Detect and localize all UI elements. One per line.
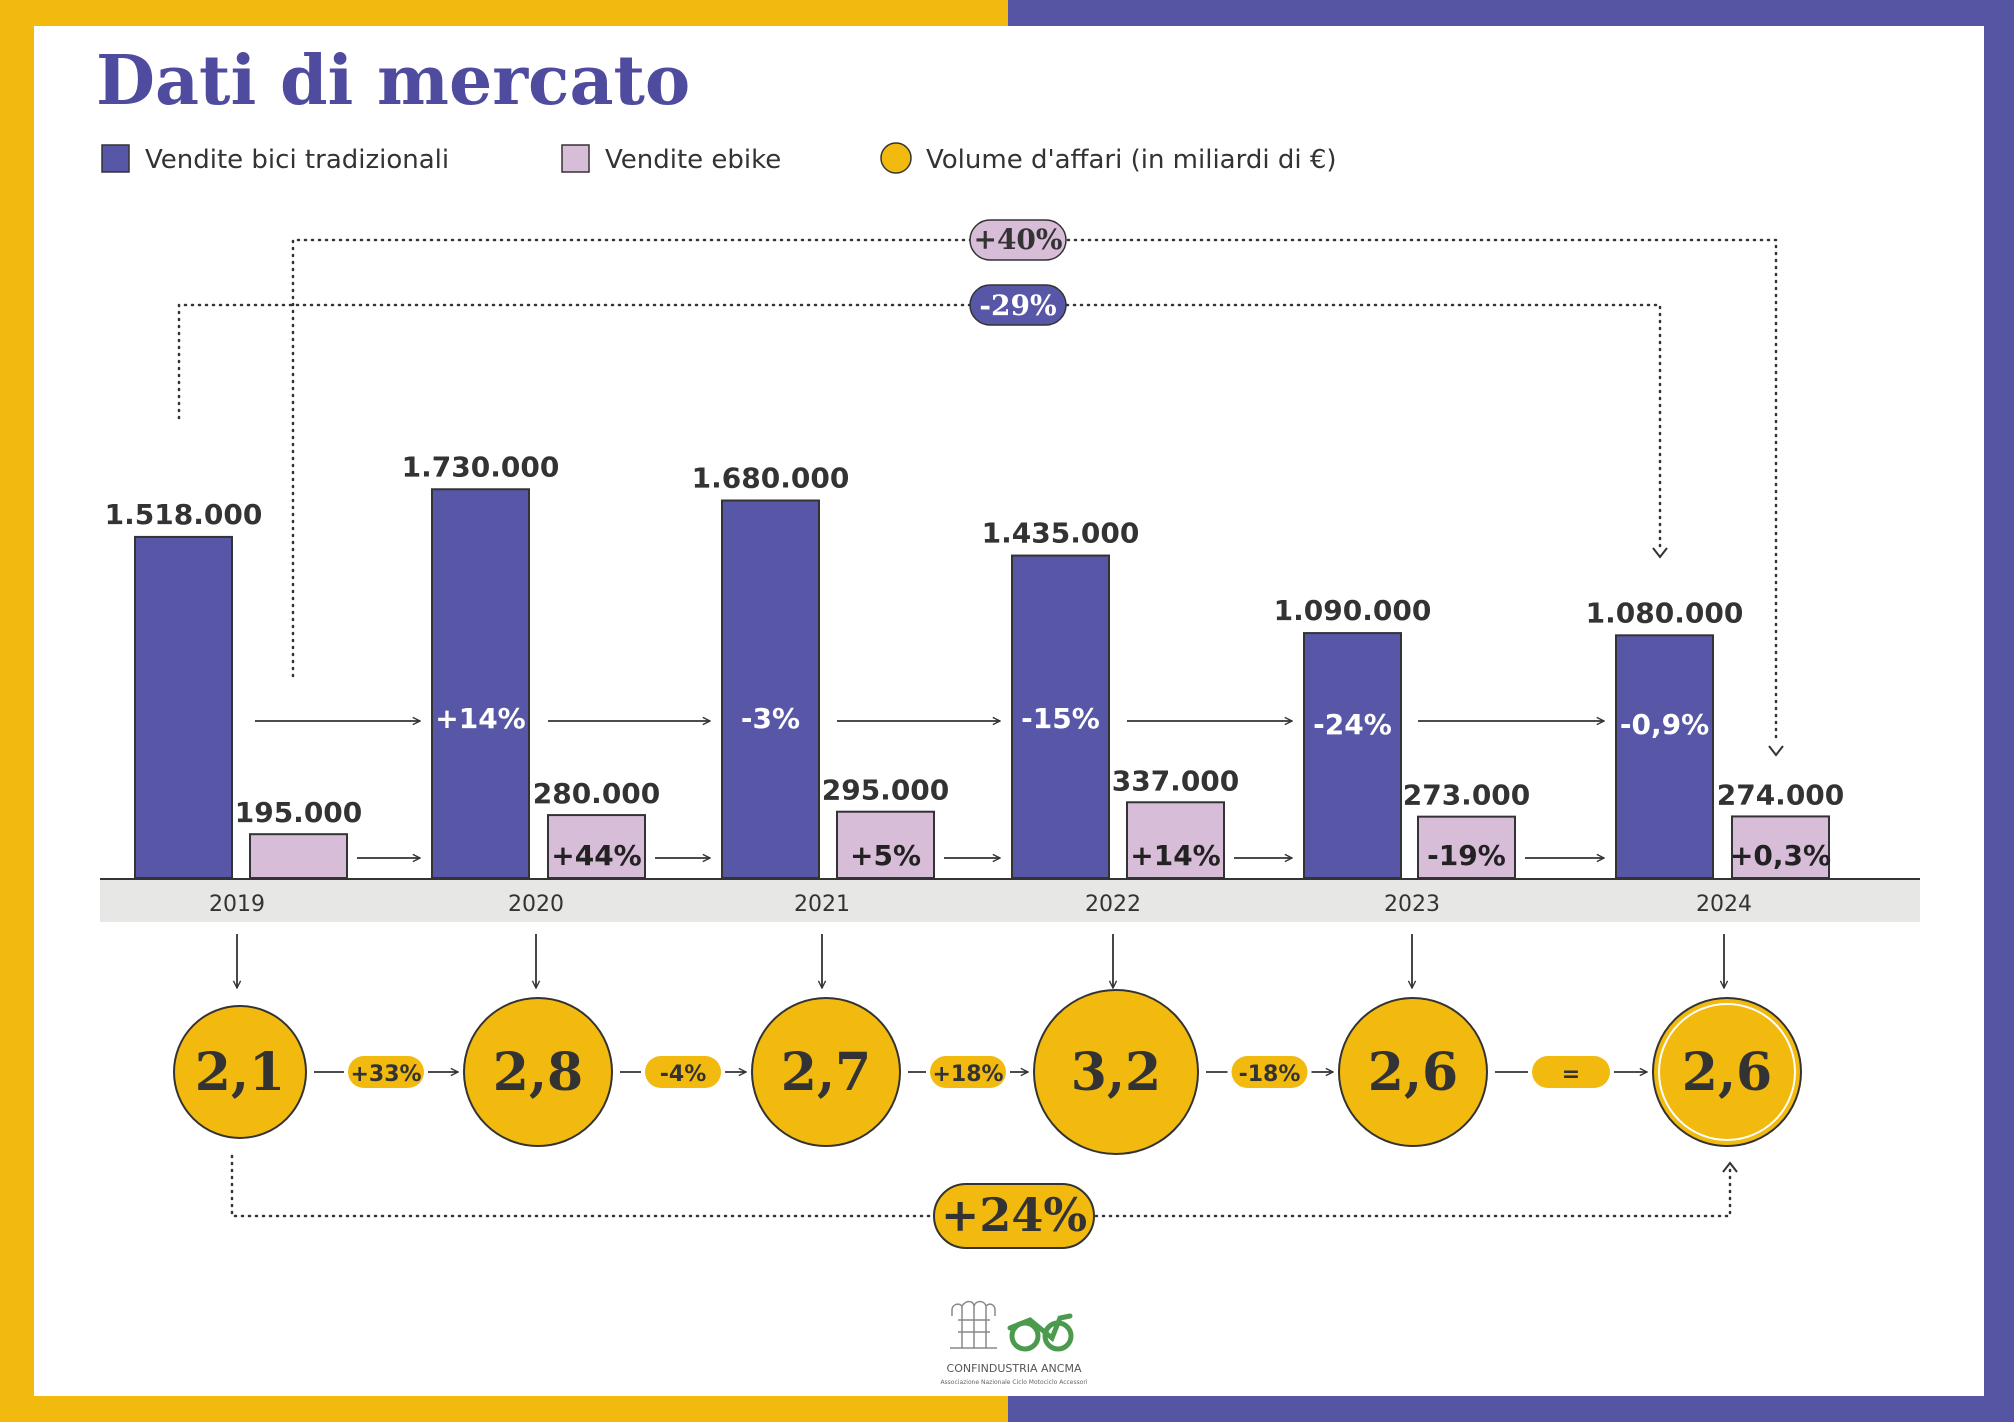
bar-value-ebike-2024: 274.000 (1717, 778, 1845, 811)
volume-change-label-2021: -4% (660, 1062, 706, 1087)
bars-layer: 1.518.000 195.000 2019 1.730.000 +14% 280.000… (105, 450, 1845, 917)
page-title: Dati di mercato (96, 41, 690, 121)
volume-value-2023: 2,6 (1368, 1042, 1458, 1103)
bar-value-ebike-2021: 295.000 (822, 774, 950, 807)
bar-change-ebike-2023: -19% (1427, 839, 1506, 872)
volume-layer: 2,1 2,8 2,7 3,2 2,6 2,6 +33% -4% +18% -18% = (173, 934, 1802, 1155)
bar-traditional-2022 (1011, 554, 1110, 879)
legend-swatch-volume (880, 142, 912, 174)
bar-value-traditional-2023: 1.090.000 (1274, 594, 1432, 627)
legend-label-volume: Volume d'affari (in miliardi di €) (926, 145, 1337, 175)
volume-overall-label: +24% (941, 1188, 1087, 1242)
legend: Vendite bici tradizionali Vendite ebike … (101, 142, 1337, 175)
volume-circle-2019 (173, 1005, 307, 1139)
ebike-overall-arrowhead (1768, 745, 1784, 757)
volume-change-pill-2024 (1532, 1056, 1610, 1088)
bar-value-traditional-2019: 1.518.000 (105, 498, 263, 531)
legend-label-ebike: Vendite ebike (605, 145, 781, 175)
volume-circle-outer-2024 (1652, 997, 1802, 1147)
bar-value-ebike-2020: 280.000 (533, 777, 661, 810)
x-tick-label-2020: 2020 (508, 892, 564, 917)
volume-value-2021: 2,7 (781, 1042, 871, 1103)
volume-value-2019: 2,1 (195, 1042, 285, 1103)
bar-traditional-2019 (134, 535, 233, 879)
confindustria-emblem-icon (950, 1300, 997, 1349)
bar-value-traditional-2022: 1.435.000 (982, 517, 1140, 550)
bar-value-ebike-2019: 195.000 (235, 796, 363, 829)
x-tick-label-2024: 2024 (1696, 892, 1752, 917)
bar-value-ebike-2023: 273.000 (1403, 779, 1531, 812)
bar-change-ebike-2024: +0,3% (1730, 839, 1831, 872)
x-tick-label-2022: 2022 (1085, 892, 1141, 917)
volume-change-pill-2023 (1231, 1056, 1308, 1088)
ebike-overall-badge: +40% (969, 219, 1067, 261)
traditional-overall-connector (177, 303, 1662, 550)
logo-org-name: CONFINDUSTRIA ANCMA (947, 1362, 1082, 1375)
volume-overall-arrowhead (1722, 1161, 1738, 1173)
logo-subtitle: Associazione Nazionale Ciclo Motociclo A… (940, 1379, 1087, 1386)
x-tick-label-2023: 2023 (1384, 892, 1440, 917)
bar-traditional-2021 (721, 499, 820, 879)
volume-value-2020: 2,8 (493, 1042, 583, 1103)
bar-change-ebike-2022: +14% (1130, 839, 1220, 872)
legend-swatch-ebike (561, 144, 590, 173)
bar-change-traditional-2023: -24% (1313, 708, 1392, 741)
volume-change-label-2024: = (1562, 1062, 1580, 1087)
volume-value-2022: 3,2 (1071, 1042, 1161, 1103)
traditional-overall-label: -29% (979, 289, 1056, 322)
ebike-overall-label: +40% (973, 223, 1062, 256)
legend-label-traditional: Vendite bici tradizionali (145, 145, 449, 175)
volume-change-label-2020: +33% (350, 1062, 421, 1087)
bar-traditional-2020 (431, 488, 530, 879)
bar-value-traditional-2020: 1.730.000 (402, 450, 560, 483)
bar-change-ebike-2021: +5% (850, 839, 921, 872)
volume-overall-badge: +24% (933, 1183, 1095, 1249)
bar-ebike-2021 (836, 810, 935, 879)
volume-circle-2022 (1033, 989, 1199, 1155)
bar-traditional-2024 (1615, 634, 1714, 879)
bar-ebike-2019 (249, 833, 348, 879)
volume-circle-2020 (463, 997, 613, 1147)
legend-swatch-traditional (101, 144, 130, 173)
volume-change-pill-2022 (930, 1056, 1006, 1088)
axis-band (100, 878, 1920, 922)
volume-change-pill-2020 (348, 1056, 424, 1088)
volume-circle-2021 (751, 997, 901, 1147)
volume-overall-connector (230, 1154, 1732, 1218)
volume-value-2024: 2,6 (1682, 1042, 1772, 1103)
bicycle-icon (1007, 1313, 1074, 1352)
bar-value-traditional-2021: 1.680.000 (692, 462, 850, 495)
x-tick-label-2019: 2019 (209, 892, 265, 917)
volume-change-label-2022: +18% (932, 1062, 1003, 1087)
volume-circle-2023 (1338, 997, 1488, 1147)
bar-change-ebike-2020: +44% (551, 839, 641, 872)
bar-ebike-2023 (1417, 815, 1516, 880)
bar-value-traditional-2024: 1.080.000 (1586, 596, 1744, 629)
bar-ebike-2022 (1126, 801, 1225, 880)
bar-change-traditional-2024: -0,9% (1620, 708, 1709, 741)
bar-change-traditional-2021: -3% (741, 702, 800, 735)
x-tick-label-2021: 2021 (794, 892, 850, 917)
bar-change-traditional-2020: +14% (435, 702, 525, 735)
volume-change-label-2023: -18% (1239, 1062, 1301, 1087)
bar-value-ebike-2022: 337.000 (1112, 764, 1240, 797)
bar-traditional-2023 (1303, 632, 1402, 880)
bar-change-traditional-2022: -15% (1021, 702, 1100, 735)
traditional-overall-badge: -29% (969, 284, 1067, 326)
confindustria-ancma-logo: CONFINDUSTRIA ANCMA Associazione Naziona… (940, 1300, 1088, 1386)
traditional-overall-arrowhead (1652, 547, 1668, 559)
volume-change-pill-2021 (645, 1056, 721, 1088)
volume-circle-inner-ring-2024 (1658, 1003, 1796, 1141)
arrows-layer (255, 721, 1604, 858)
